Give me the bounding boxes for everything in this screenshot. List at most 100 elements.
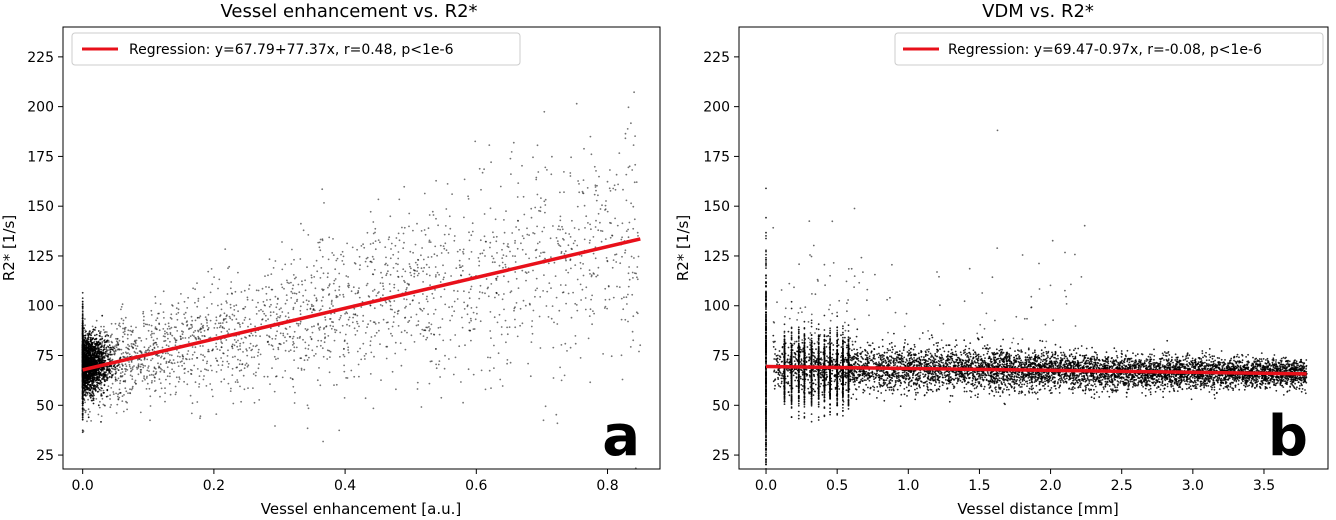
scatter-point-a bbox=[519, 324, 521, 327]
scatter-point-a bbox=[478, 291, 481, 293]
scatter-point-a bbox=[606, 259, 609, 262]
scatter-point-a bbox=[215, 316, 218, 319]
scatter-point-a bbox=[258, 399, 261, 401]
scatter-point-a bbox=[203, 296, 206, 298]
scatter-point-a bbox=[604, 298, 607, 301]
scatter-point-a bbox=[417, 320, 420, 322]
scatter-point-a bbox=[231, 313, 234, 316]
scatter-point-a bbox=[302, 301, 305, 304]
scatter-point-b bbox=[765, 436, 767, 439]
scatter-point-a bbox=[122, 319, 125, 322]
scatter-point-b bbox=[765, 323, 767, 325]
scatter-point-a bbox=[230, 281, 233, 283]
scatter-point-a bbox=[397, 232, 400, 235]
scatter-point-a bbox=[299, 258, 302, 260]
scatter-point-a bbox=[471, 230, 474, 233]
scatter-point-a bbox=[372, 290, 374, 292]
scatter-point-a bbox=[272, 267, 275, 269]
scatter-point-a bbox=[304, 279, 306, 282]
scatter-point-a bbox=[525, 279, 527, 282]
scatter-point-a bbox=[188, 327, 191, 330]
scatter-point-a bbox=[110, 387, 113, 389]
scatter-point-a bbox=[332, 305, 334, 307]
scatter-point-a bbox=[242, 374, 245, 377]
scatter-point-a bbox=[234, 381, 237, 383]
scatter-point-a bbox=[399, 342, 402, 345]
scatter-point-a bbox=[220, 303, 223, 306]
scatter-point-a bbox=[199, 415, 202, 418]
scatter-point-a bbox=[86, 338, 88, 341]
scatter-point-a bbox=[100, 343, 103, 346]
scatter-point-a bbox=[639, 344, 642, 347]
scatter-point-a bbox=[615, 253, 618, 256]
scatter-point-a bbox=[120, 308, 122, 311]
scatter-point-a bbox=[631, 271, 634, 274]
scatter-point-a bbox=[620, 238, 623, 241]
scatter-point-a bbox=[134, 341, 137, 343]
scatter-point-a bbox=[273, 355, 276, 358]
scatter-point-a bbox=[121, 371, 124, 373]
scatter-point-a bbox=[96, 343, 98, 346]
scatter-point-a bbox=[167, 322, 170, 325]
scatter-point-a bbox=[425, 273, 428, 276]
scatter-point-a bbox=[438, 273, 440, 276]
scatter-point-a bbox=[542, 290, 544, 292]
scatter-point-a bbox=[470, 319, 472, 322]
scatter-point-a bbox=[527, 271, 530, 273]
scatter-point-a bbox=[637, 255, 640, 258]
scatter-point-a bbox=[115, 346, 118, 349]
scatter-point-a bbox=[159, 370, 162, 373]
scatter-point-a bbox=[527, 362, 529, 365]
scatter-point-a bbox=[563, 171, 565, 173]
scatter-point-a bbox=[86, 393, 89, 396]
scatter-point-a bbox=[163, 317, 165, 319]
scatter-point-a bbox=[374, 335, 376, 337]
scatter-point-a bbox=[542, 419, 545, 422]
scatter-point-a bbox=[569, 258, 572, 261]
scatter-point-a bbox=[632, 205, 635, 208]
scatter-point-a bbox=[408, 263, 411, 265]
scatter-point-a bbox=[637, 235, 639, 237]
chart-panel-b: VDM vs. R2* 0.0 0.5 1.0 1.5 2.0 2.5 3.0 3.5 255… bbox=[674, 1, 1329, 518]
scatter-point-a bbox=[265, 292, 268, 295]
scatter-point-a bbox=[97, 390, 100, 393]
scatter-point-a bbox=[319, 344, 322, 347]
scatter-point-a bbox=[153, 376, 156, 378]
scatter-point-a bbox=[276, 303, 279, 305]
scatter-point-a bbox=[397, 289, 400, 292]
scatter-point-a bbox=[82, 330, 84, 333]
scatter-point-a bbox=[574, 335, 577, 337]
scatter-point-a bbox=[310, 274, 313, 277]
scatter-point-a bbox=[130, 343, 133, 345]
scatter-point-a bbox=[117, 377, 120, 380]
scatter-point-a bbox=[534, 295, 536, 298]
scatter-point-a bbox=[81, 322, 84, 325]
scatter-point-a bbox=[81, 291, 84, 294]
scatter-point-a bbox=[425, 338, 427, 341]
scatter-point-a bbox=[530, 341, 533, 343]
scatter-point-b bbox=[765, 275, 767, 277]
scatter-point-a bbox=[190, 412, 193, 415]
scatter-point-a bbox=[155, 371, 158, 373]
scatter-point-a bbox=[425, 298, 428, 300]
scatter-point-a bbox=[478, 167, 481, 170]
scatter-point-a bbox=[435, 274, 437, 276]
scatter-point-a bbox=[188, 336, 190, 339]
scatter-point-a bbox=[550, 287, 552, 289]
scatter-point-a bbox=[467, 198, 470, 200]
scatter-point-a bbox=[333, 279, 336, 282]
scatter-point-a bbox=[563, 191, 565, 194]
scatter-point-a bbox=[495, 277, 497, 280]
scatter-point-a bbox=[277, 357, 279, 360]
scatter-point-a bbox=[451, 314, 453, 317]
scatter-point-a bbox=[111, 382, 114, 385]
scatter-point-a bbox=[167, 337, 169, 340]
scatter-point-a bbox=[278, 308, 281, 311]
scatter-point-a bbox=[183, 380, 186, 383]
scatter-point-a bbox=[517, 220, 519, 222]
scatter-point-a bbox=[343, 348, 345, 350]
scatter-point-a bbox=[472, 328, 475, 330]
scatter-point-a bbox=[416, 263, 419, 266]
scatter-point-a bbox=[403, 226, 406, 229]
scatter-point-a bbox=[103, 361, 105, 364]
